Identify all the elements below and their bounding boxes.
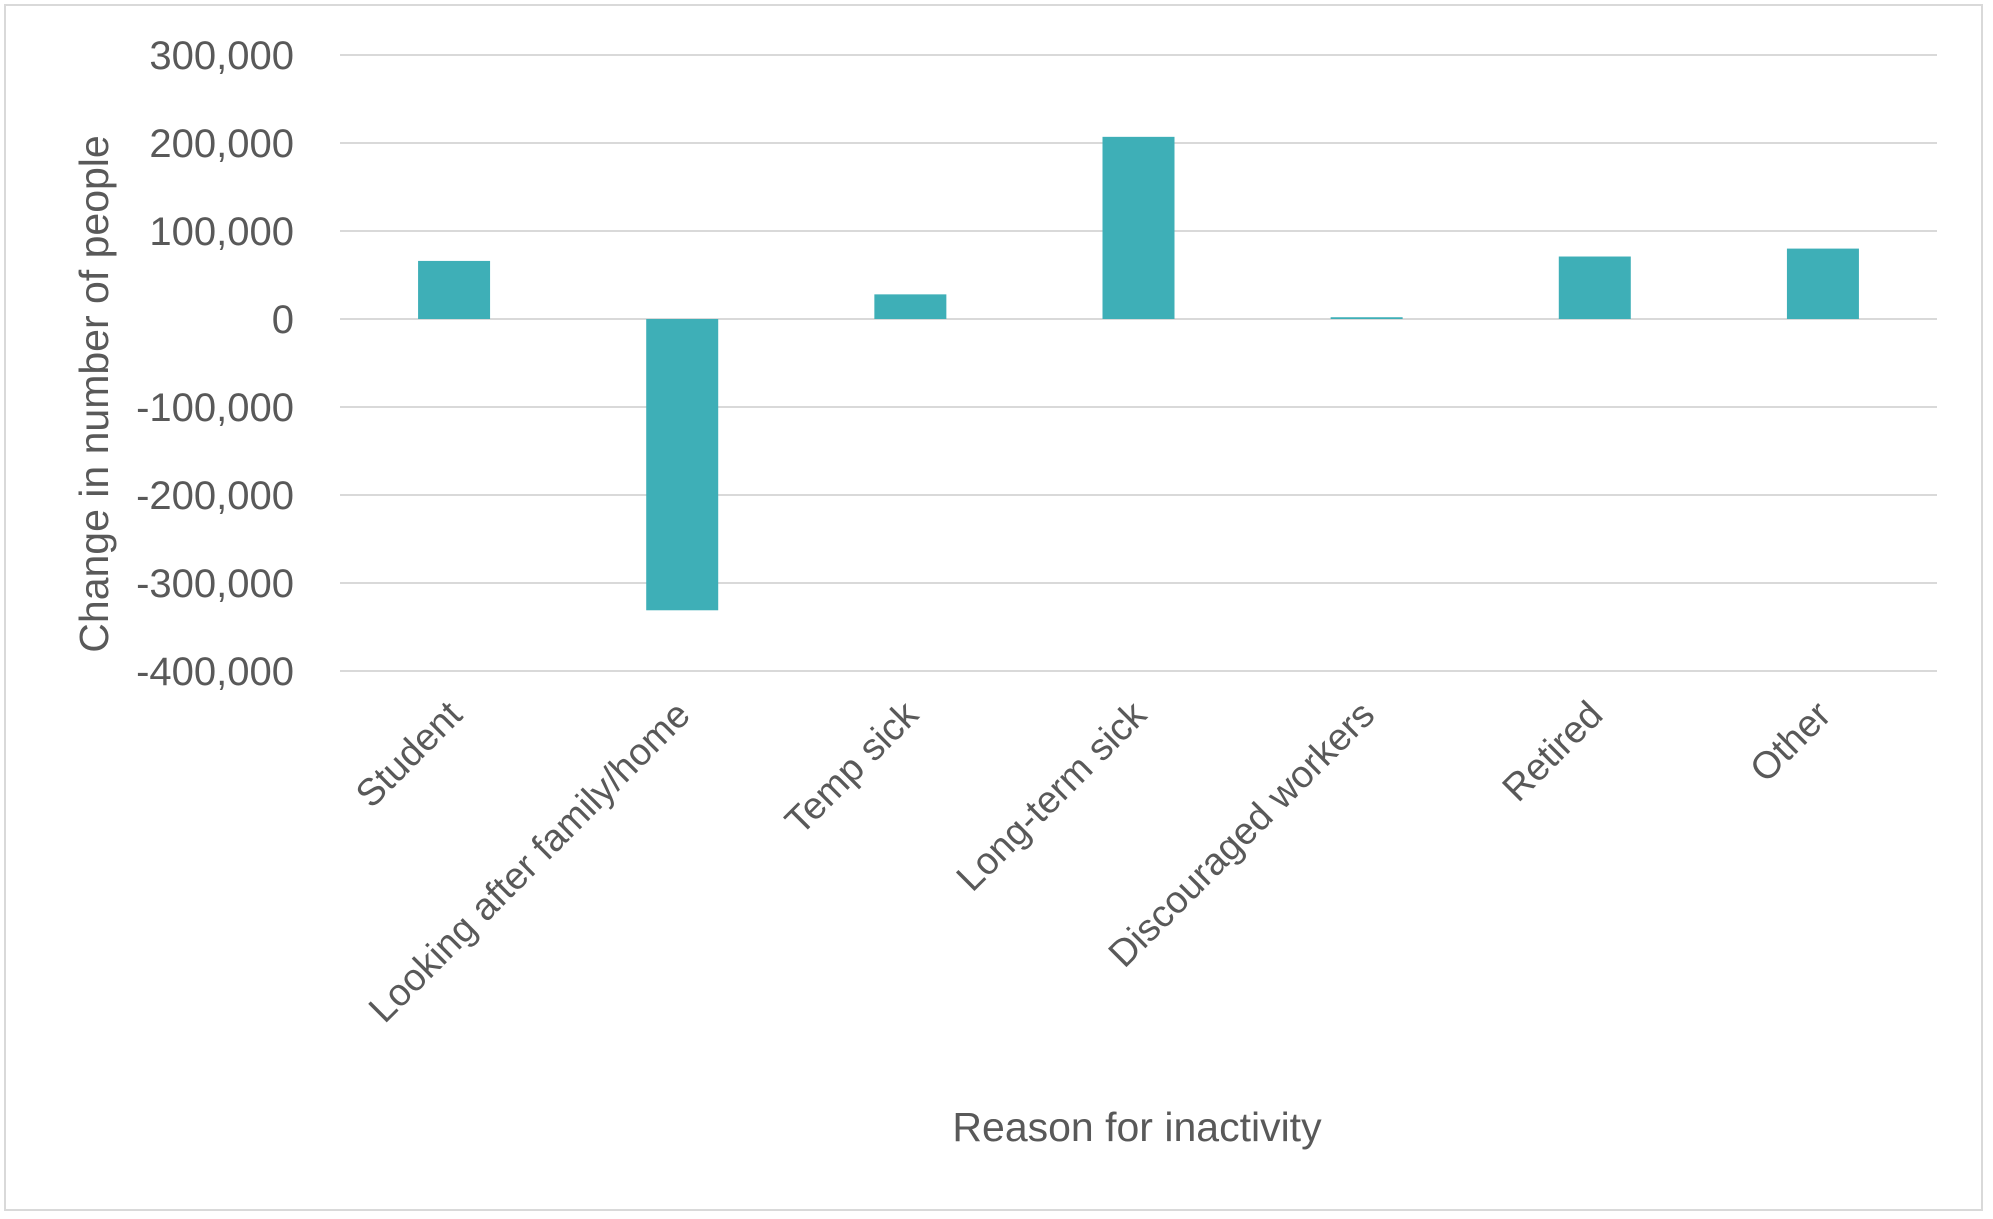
x-tick-label: Discouraged workers	[1101, 694, 1383, 976]
bar	[874, 294, 947, 319]
y-tick-label: -300,000	[136, 562, 294, 606]
x-tick-label: Other	[1742, 693, 1839, 790]
y-tick-label: 200,000	[149, 122, 294, 166]
bar	[646, 319, 719, 611]
y-tick-label: -400,000	[136, 650, 294, 694]
x-tick-label: Student	[348, 693, 471, 816]
y-tick-label: -100,000	[136, 386, 294, 430]
y-tick-label: -200,000	[136, 474, 294, 518]
bar	[1786, 248, 1859, 319]
x-tick-label: Long-term sick	[949, 693, 1156, 900]
y-tick-label: 0	[272, 298, 294, 342]
bar	[1102, 136, 1175, 319]
x-axis-title: Reason for inactivity	[952, 1104, 1322, 1150]
y-axis-tick-labels: 300,000 200,000 100,000 0 -100,000 -200,000 -3…	[136, 34, 294, 694]
bar	[1330, 317, 1403, 319]
x-tick-label: Temp sick	[778, 693, 928, 843]
bars	[418, 136, 1859, 611]
y-axis-title: Change in number of people	[71, 135, 117, 652]
y-tick-label: 100,000	[149, 210, 294, 254]
x-tick-label: Retired	[1495, 694, 1611, 810]
bar	[1558, 256, 1631, 319]
chart-frame	[4, 4, 1983, 1211]
gridlines	[340, 54, 1937, 672]
bar	[418, 260, 491, 319]
y-tick-label: 300,000	[149, 34, 294, 78]
